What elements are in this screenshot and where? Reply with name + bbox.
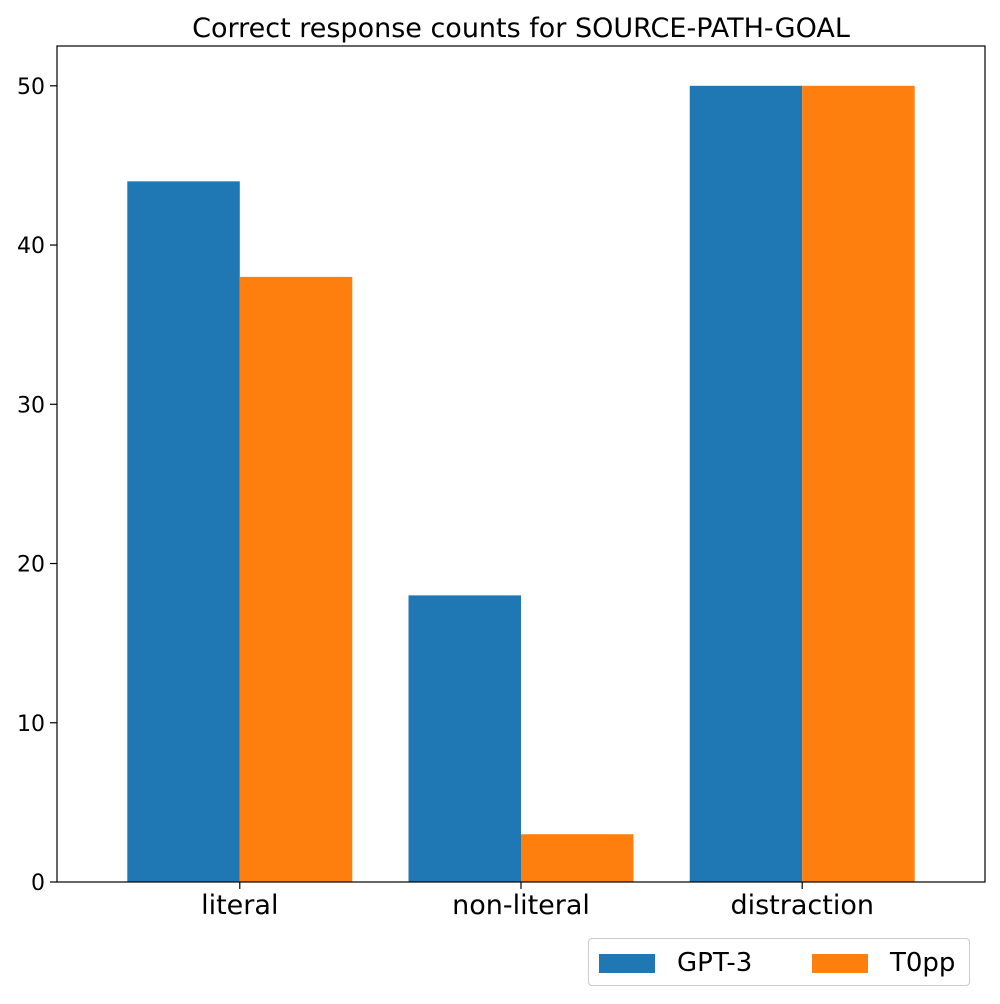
bar-gpt3-distraction xyxy=(689,85,803,883)
y-axis: 0 10 20 30 40 50 xyxy=(17,75,57,896)
bar-t0pp-literal xyxy=(239,276,353,882)
y-tick-label: 30 xyxy=(17,393,45,418)
y-tick-label: 0 xyxy=(31,871,45,896)
y-tick-label: 40 xyxy=(17,234,45,259)
chart-title: Correct response counts for SOURCE-PATH-… xyxy=(192,13,850,44)
x-axis: literal non-literal distraction xyxy=(201,882,874,921)
x-tick-label: literal xyxy=(201,890,278,921)
legend: GPT-3 T0pp xyxy=(588,938,970,986)
legend-swatch-t0pp xyxy=(812,953,868,973)
bars-group xyxy=(127,85,915,883)
legend-item-t0pp: T0pp xyxy=(812,939,955,987)
bar-gpt3-non-literal xyxy=(408,595,521,882)
x-tick-label: non-literal xyxy=(452,890,590,921)
bar-t0pp-non-literal xyxy=(521,834,634,882)
legend-item-gpt3: GPT-3 xyxy=(599,939,752,987)
y-tick-label: 20 xyxy=(17,553,45,578)
x-tick-label: distraction xyxy=(730,890,874,921)
bar-t0pp-distraction xyxy=(802,85,915,883)
bar-gpt3-literal xyxy=(127,181,240,882)
legend-label-gpt3: GPT-3 xyxy=(677,948,753,978)
y-tick-label: 10 xyxy=(17,712,45,737)
legend-label-t0pp: T0pp xyxy=(890,948,956,978)
legend-swatch-gpt3 xyxy=(599,953,655,973)
y-tick-label: 50 xyxy=(17,75,45,100)
plot-frame xyxy=(56,45,986,883)
